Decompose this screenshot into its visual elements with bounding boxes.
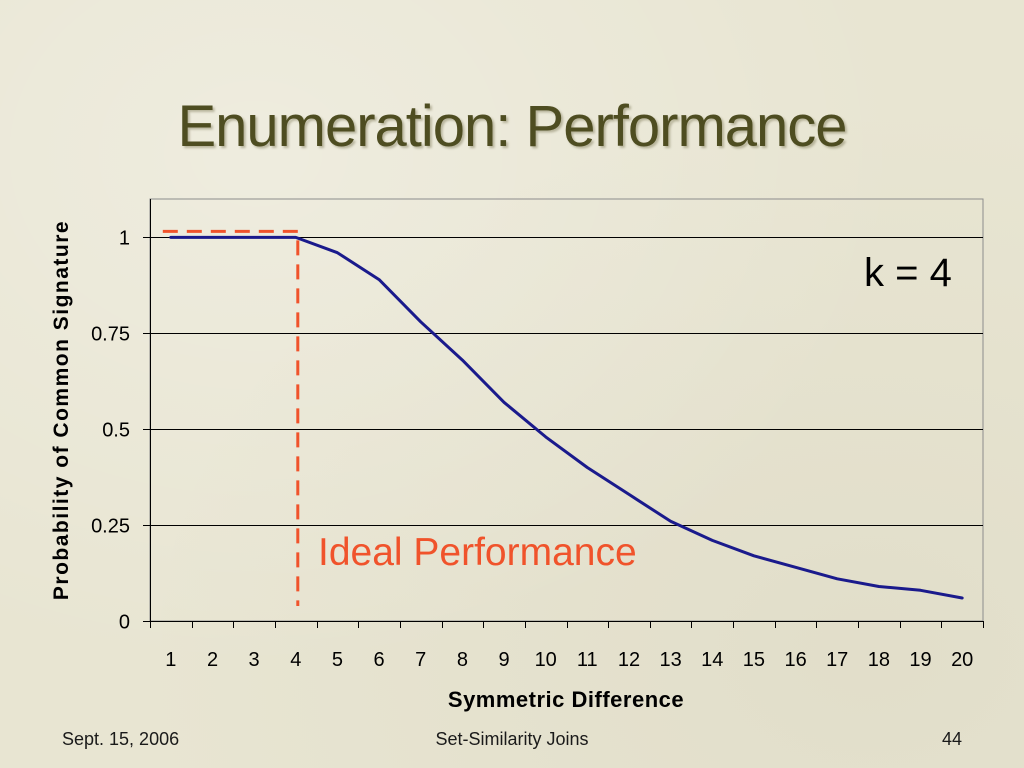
y-tick-label: 0.75 xyxy=(91,324,130,346)
slide-title: Enumeration: Performance xyxy=(177,94,847,159)
y-tick-label: 0.25 xyxy=(91,516,130,538)
y-axis-label: Probability of Common Signature xyxy=(50,220,73,600)
x-tick-label: 7 xyxy=(415,649,426,671)
x-tick-label: 17 xyxy=(826,649,848,671)
x-tick-label: 20 xyxy=(951,649,973,671)
x-tick-label: 9 xyxy=(498,649,509,671)
x-tick-label: 12 xyxy=(618,649,640,671)
x-tick-label: 4 xyxy=(290,649,301,671)
x-tick-label: 11 xyxy=(577,649,598,671)
y-tick-label: 0.5 xyxy=(102,420,130,442)
x-tick-label: 13 xyxy=(659,649,681,671)
annotation-k: k = 4 xyxy=(864,251,952,295)
x-tick-label: 2 xyxy=(207,649,218,671)
x-tick-label: 6 xyxy=(374,649,385,671)
x-tick-label: 18 xyxy=(868,649,890,671)
ideal-performance-line xyxy=(162,229,300,606)
probability-curve xyxy=(169,235,964,600)
x-axis-label: Symmetric Difference xyxy=(448,687,684,712)
ideal-performance-label: Ideal Performance xyxy=(318,531,637,574)
footer-title: Set-Similarity Joins xyxy=(435,729,589,749)
x-tick-label: 19 xyxy=(909,649,931,671)
x-tick-label: 16 xyxy=(784,649,806,671)
x-tick-label: 1 xyxy=(165,649,176,671)
x-tick-label: 5 xyxy=(332,649,343,671)
x-tick-label: 8 xyxy=(457,649,468,671)
x-tick-label: 3 xyxy=(249,649,260,671)
x-tick-label: 15 xyxy=(743,649,765,671)
x-tick-label: 10 xyxy=(535,649,557,671)
footer-date: Sept. 15, 2006 xyxy=(62,729,180,749)
y-tick-label: 0 xyxy=(119,612,130,634)
y-tick-label: 1 xyxy=(119,228,130,250)
slide-number: 44 xyxy=(941,729,962,749)
x-tick-label: 14 xyxy=(701,649,723,671)
